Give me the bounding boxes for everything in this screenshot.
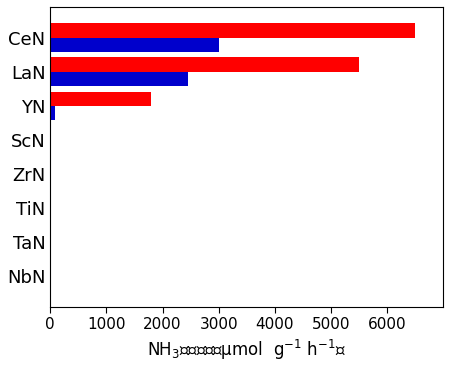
Bar [50,92,151,106]
X-axis label: NH$_3$生成速度（μmol  g$^{-1}$ h$^{-1}$）: NH$_3$生成速度（μmol g$^{-1}$ h$^{-1}$） [147,338,346,362]
Bar [50,106,55,120]
Bar [50,174,51,188]
Bar [50,72,188,86]
Bar [50,38,219,52]
Bar [50,58,359,72]
Bar [50,23,415,38]
